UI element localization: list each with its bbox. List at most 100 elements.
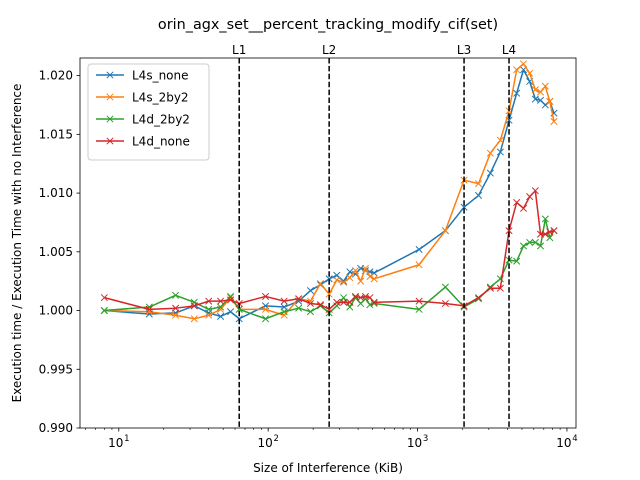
data-point-L4s_none [460,203,468,211]
data-point-L4s_none [261,302,270,310]
x-axis: 10 1 10 2 10 3 10 4 [85,428,578,450]
data-point-L4s_2by2 [340,278,348,286]
data-point-L4d_2by2 [526,238,534,246]
data-point-L4d_2by2 [366,301,374,309]
data-point-L4s_2by2 [513,66,521,74]
x-tick-label: 10 [556,436,571,450]
data-point-L4s_2by2 [536,88,545,96]
data-point-L4d_none [441,299,449,308]
data-point-L4d_none [172,304,180,312]
data-point-L4d_2by2 [306,308,315,316]
x-tick-label-exponent: 4 [572,434,577,444]
data-point-L4s_2by2 [190,315,198,323]
data-point-L4d_2by2 [546,234,554,242]
data-point-L4s_2by2 [346,274,354,282]
data-point-L4s_none [513,89,521,97]
legend-label-L4d_2by2: L4d_2by2 [132,113,190,127]
vline-label-L3: L3 [457,43,471,57]
data-point-L4s_2by2 [205,311,213,319]
data-point-L4s_2by2 [415,261,423,269]
data-point-L4d_2by2 [261,315,270,323]
data-point-L4d_none [295,295,303,303]
data-point-L4s_2by2 [519,60,528,68]
legend-marker-L4s_2by2 [106,93,114,101]
data-point-L4d_2by2 [216,303,225,311]
x-tick-label-exponent: 3 [423,434,428,444]
data-point-L4d_none [205,297,213,305]
data-point-L4d_none [261,292,270,300]
data-point-L4d_none [550,227,558,235]
data-point-L4s_2by2 [370,275,378,283]
data-point-L4d_none [280,297,288,305]
data-point-L4d_none [486,284,494,292]
vline-labels: L1 L2 L3 L4 [232,43,516,57]
y-axis: 0.990 0.995 1.000 1.005 1.010 1.015 1.020 [39,69,80,435]
vline-label-L4: L4 [502,43,516,57]
data-point-L4s_2by2 [531,86,539,94]
data-point-L4d_none [316,301,325,309]
data-point-L4s_2by2 [333,276,341,284]
x-tick-label-exponent: 2 [273,434,278,444]
data-point-L4s_2by2 [351,267,360,275]
data-point-L4d_2by2 [441,283,449,291]
legend-marker-L4d_2by2 [106,115,114,123]
vline-label-L2: L2 [322,43,336,57]
data-point-L4s_2by2 [496,136,504,144]
y-tick-label: 1.010 [39,186,73,200]
data-point-L4d_2by2 [351,294,360,302]
data-point-L4s_2by2 [550,117,558,125]
data-point-L4s_2by2 [441,227,449,235]
data-point-L4d_none [531,187,539,195]
data-point-L4d_none [145,305,153,313]
data-point-L4d_none [333,298,341,306]
data-point-L4s_2by2 [316,279,325,288]
vline-layer [238,58,510,428]
data-point-L4d_2by2 [295,304,303,312]
legend-marker-L4s_none [106,71,114,79]
data-point-L4s_none [340,277,348,285]
y-axis-label: Execution time / Execution Time with no … [10,84,24,403]
legend-label-L4s_none: L4s_none [132,69,189,83]
data-point-L4d_none [505,227,513,235]
y-tick-label: 1.020 [39,69,73,83]
chart-title: orin_agx_set__percent_tracking_modify_ci… [158,17,498,33]
data-point-L4d_none [340,298,348,306]
legend-box [87,63,210,161]
data-point-L4s_2by2 [486,149,494,157]
plot-frame [79,57,577,429]
y-tick-label: 1.000 [39,304,73,318]
data-point-L4d_none [216,297,225,305]
data-point-L4d_2by2 [100,306,108,315]
data-point-L4s_none [226,308,235,316]
data-point-L4d_2by2 [172,291,180,299]
data-point-L4d_none [190,302,198,310]
x-tick-label: 10 [407,436,422,450]
legend: L4s_none L4s_2by2 L4d_2by2 L4d_none [87,63,210,161]
data-point-L4d_none [541,230,549,238]
x-tick-label: 10 [258,436,273,450]
data-point-L4d_2by2 [205,305,213,313]
legend-label-L4d_none: L4d_none [132,135,190,149]
data-point-L4d_2by2 [531,238,539,246]
data-point-L4d_none [546,228,554,236]
data-point-L4s_2by2 [526,69,534,77]
data-point-L4s_none [325,275,333,283]
legend-marker-L4d_none [106,137,114,145]
data-point-L4s_none [486,169,494,177]
data-point-L4s_2by2 [546,97,554,106]
data-point-L4s_2by2 [541,82,549,90]
x-tick-label-exponent: 1 [124,434,129,444]
legend-label-L4s_2by2: L4s_2by2 [132,91,189,105]
data-point-L4d_2by2 [519,242,528,250]
data-point-L4d_2by2 [513,257,521,265]
data-point-L4d_none [370,298,378,306]
data-point-L4d_none [346,298,354,306]
data-point-L4s_none [474,191,483,199]
data-point-L4s_none [415,245,423,254]
data-point-L4d_2by2 [235,305,243,313]
data-point-L4d_2by2 [415,305,423,313]
data-point-L4s_none [306,287,315,295]
data-point-L4d_none [415,297,423,305]
data-point-L4d_2by2 [536,242,545,250]
